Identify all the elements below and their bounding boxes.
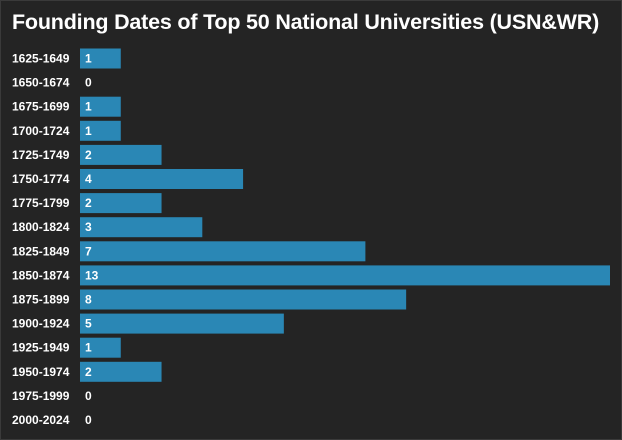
category-label: 1925-1949 <box>12 341 70 355</box>
category-label: 1875-1899 <box>12 293 70 307</box>
bar <box>80 193 162 214</box>
bar <box>80 361 162 382</box>
category-label: 1625-1649 <box>12 52 70 66</box>
bar <box>80 169 244 189</box>
category-label: 1850-1874 <box>12 268 70 282</box>
value-label: 1 <box>85 124 92 138</box>
category-label: 1900-1924 <box>12 317 70 331</box>
value-label: 0 <box>85 389 92 403</box>
category-label: 2000-2024 <box>12 413 70 427</box>
bar <box>80 337 121 358</box>
value-label: 1 <box>85 341 92 355</box>
value-label: 8 <box>85 293 92 307</box>
category-label: 1750-1774 <box>12 172 70 186</box>
value-label: 1 <box>85 100 92 114</box>
bar <box>80 313 284 334</box>
category-label: 1800-1824 <box>12 220 70 234</box>
bar <box>80 48 121 69</box>
category-label: 1650-1674 <box>12 76 70 90</box>
category-label: 1725-1749 <box>12 148 70 162</box>
category-label: 1700-1724 <box>12 124 70 138</box>
value-label: 3 <box>85 220 92 234</box>
bar <box>80 289 407 310</box>
value-label: 0 <box>85 76 92 90</box>
value-label: 4 <box>85 172 92 186</box>
value-label: 13 <box>85 268 99 282</box>
value-label: 0 <box>85 413 92 427</box>
bar <box>80 217 203 238</box>
bar <box>80 144 162 165</box>
bar <box>80 96 121 117</box>
bar <box>80 241 366 262</box>
value-label: 2 <box>85 196 92 210</box>
value-label: 7 <box>85 244 92 258</box>
chart-title: Founding Dates of Top 50 National Univer… <box>12 10 600 34</box>
category-label: 1950-1974 <box>12 365 70 379</box>
category-label: 1775-1799 <box>12 196 70 210</box>
value-label: 5 <box>85 317 92 331</box>
bar <box>80 120 121 141</box>
category-label: 1975-1999 <box>12 389 70 403</box>
bar <box>80 265 610 286</box>
category-label: 1825-1849 <box>12 244 70 258</box>
value-label: 1 <box>85 52 92 66</box>
value-label: 2 <box>85 148 92 162</box>
category-label: 1675-1699 <box>12 100 70 114</box>
value-label: 2 <box>85 365 92 379</box>
